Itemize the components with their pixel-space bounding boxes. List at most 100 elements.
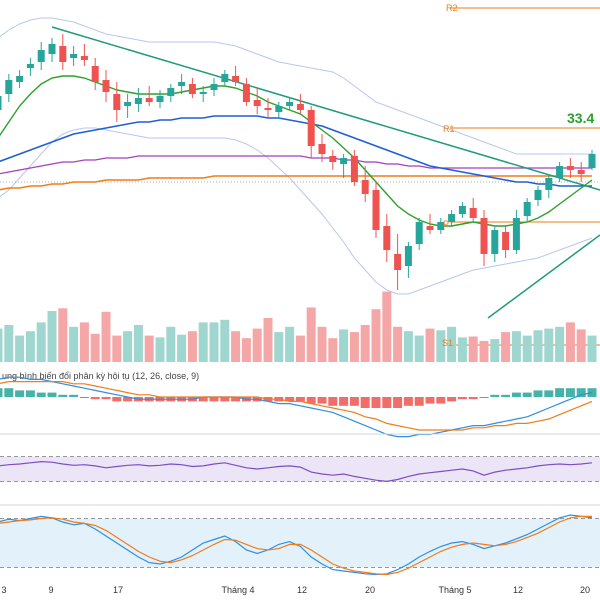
macd-hist-bar (339, 397, 349, 406)
volume-bar (144, 335, 154, 362)
candle-body (59, 46, 67, 62)
pivot-p-label: P (443, 219, 449, 229)
candle-body (480, 218, 488, 254)
candle-body (264, 108, 272, 110)
candle-body (340, 158, 348, 164)
candle-body (383, 226, 391, 250)
macd-hist-bar (101, 397, 111, 400)
candle-body (307, 110, 315, 146)
x-tick-label: 3 (1, 585, 6, 595)
candle-body (502, 232, 510, 250)
candle-body (415, 222, 423, 244)
macd-hist-bar (4, 388, 14, 397)
macd-hist-bar (425, 397, 435, 404)
candle-body (221, 74, 229, 82)
macd-signal-line (0, 381, 593, 431)
candle-body (37, 50, 45, 62)
volume-bar (328, 338, 338, 362)
volume-bar (490, 339, 500, 362)
volume-bar (209, 322, 219, 362)
pivot-s1-label: S1 (442, 338, 453, 348)
candle-body (286, 102, 294, 106)
macd-hist-bar (544, 390, 554, 397)
candle-body (534, 190, 542, 200)
trend-line-down (51, 26, 600, 191)
candle-body (404, 246, 412, 266)
macd-pane: ung bình biến đổi phân kỳ hội tụ (12, 26… (0, 371, 600, 438)
ma-short-line (0, 75, 593, 227)
candle-body (361, 180, 369, 194)
volume-bar (349, 332, 359, 362)
volume-bar (587, 335, 597, 362)
candle-body (199, 92, 207, 94)
x-tick-label: 12 (513, 585, 523, 595)
stoch-d-line (0, 515, 592, 576)
macd-hist-bar (393, 397, 403, 408)
volume-bar (382, 291, 392, 362)
macd-hist-bar (522, 392, 532, 397)
volume-bar (393, 326, 403, 362)
candle-body (124, 102, 132, 106)
macd-hist-bar (349, 397, 359, 406)
volume-bar (187, 331, 197, 362)
volume-bar (285, 326, 295, 362)
macd-hist-bar (295, 397, 305, 402)
macd-hist-bar (511, 392, 521, 397)
candle-body (566, 166, 574, 170)
x-axis: 3 9 17 Tháng 4 12 20 Tháng 5 12 20 (1, 585, 590, 595)
x-tick-label: 17 (113, 585, 123, 595)
x-tick-label: 9 (48, 585, 53, 595)
candle-body (448, 214, 456, 222)
ma-long-line (0, 155, 592, 175)
macd-hist-bar (112, 397, 122, 402)
volume-bar (468, 336, 478, 362)
volume-bar (511, 331, 521, 362)
macd-hist-bar (403, 397, 413, 406)
volume-bar (403, 331, 413, 362)
macd-hist-bar (220, 397, 230, 402)
candle-body (426, 226, 434, 230)
candle-body (469, 208, 477, 218)
price-label: 33.4 (567, 110, 594, 126)
candle-body (134, 98, 142, 104)
volume-bar (317, 326, 327, 362)
volume-bar (241, 338, 251, 362)
macd-hist-bar (198, 397, 208, 402)
volume-bar (155, 337, 165, 362)
volume-bar (198, 322, 208, 362)
candle-body (16, 76, 24, 82)
macd-hist-bar (306, 397, 316, 404)
macd-hist-bar (317, 397, 327, 404)
volume-bar (101, 311, 111, 362)
volume-bar (166, 326, 176, 362)
volume-bar (425, 328, 435, 362)
candle-body (156, 96, 164, 102)
macd-hist-bar (328, 397, 338, 406)
volume-bar (4, 325, 14, 362)
candle-body (556, 166, 564, 178)
macd-hist-bar (468, 397, 478, 400)
candle-body (318, 144, 326, 154)
ma-mid-line (0, 115, 592, 187)
macd-hist-bar (501, 394, 511, 397)
stoch-pane (0, 514, 600, 576)
volume-bar (263, 318, 273, 362)
volume-bar (522, 335, 532, 362)
candle-body (145, 98, 153, 102)
candle-body (329, 156, 337, 162)
candle-body (113, 94, 121, 110)
candle-body (5, 80, 13, 94)
volume-bar (371, 309, 381, 362)
trend-line-up (487, 234, 600, 319)
candle-body (275, 106, 283, 112)
candle-body (372, 190, 380, 230)
macd-hist-bar (479, 397, 489, 398)
candle-body (188, 84, 196, 94)
ma-200-line (0, 175, 592, 191)
pivot-r1-label: R1 (443, 124, 455, 134)
volume-bar (133, 325, 143, 362)
volume-bar (252, 328, 262, 362)
volume-bar (414, 335, 424, 362)
x-tick-label: 20 (365, 585, 375, 595)
volume-bar (306, 307, 316, 362)
